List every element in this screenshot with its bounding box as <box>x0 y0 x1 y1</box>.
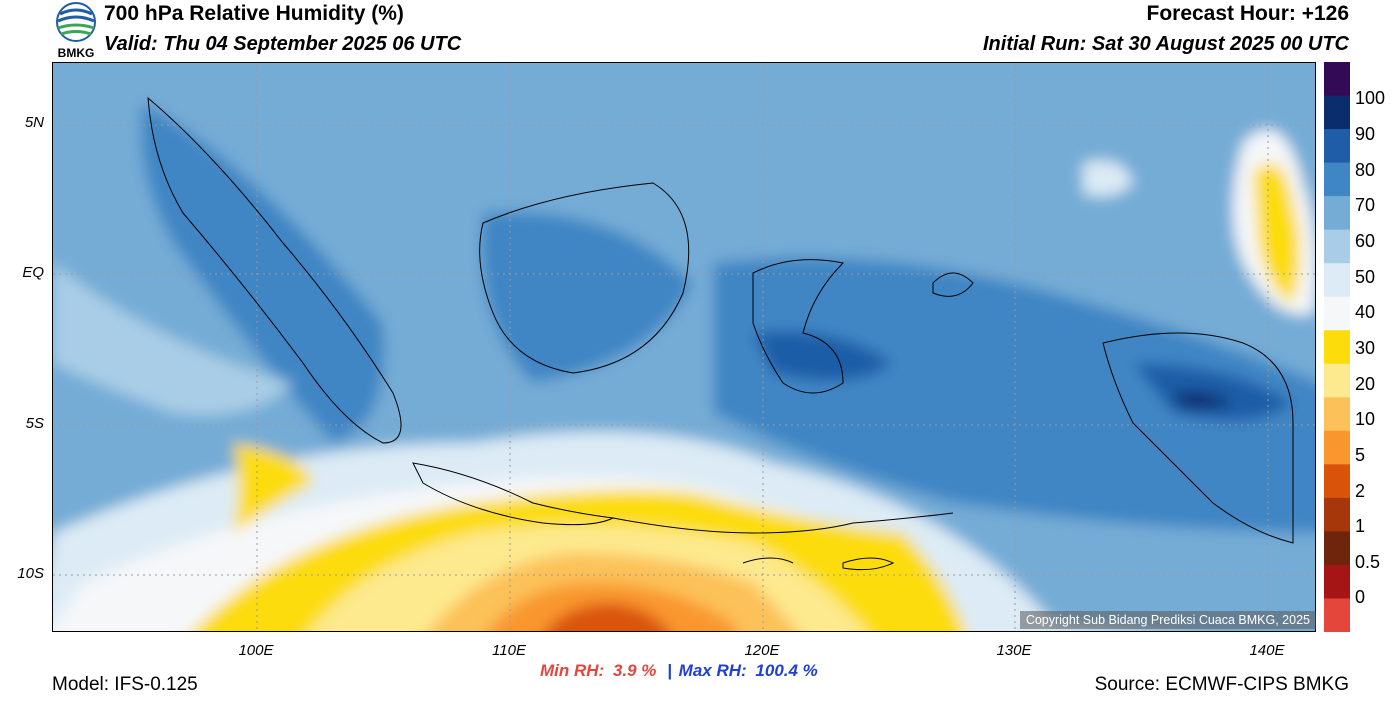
coastlines <box>147 96 1294 571</box>
colorbar-swatch <box>1324 598 1350 633</box>
colorbar-swatch <box>1324 162 1350 197</box>
map-title: 700 hPa Relative Humidity (%) <box>104 2 404 25</box>
colorbar-swatch <box>1324 430 1350 465</box>
max-rh-label: Max RH: <box>678 661 747 680</box>
lon-label: 140E <box>1249 642 1285 659</box>
source-info: Source: ECMWF-CIPS BMKG <box>1094 674 1349 695</box>
copyright-notice: Copyright Sub Bidang Prediksi Cuaca BMKG… <box>1019 611 1316 629</box>
colorbar-swatch <box>1324 62 1350 97</box>
colorbar-label: 30 <box>1355 338 1376 358</box>
lat-label: EQ <box>22 264 44 281</box>
colorbar-swatch <box>1324 95 1350 130</box>
colorbar-label: 70 <box>1355 195 1376 215</box>
model-info: Model: IFS-0.125 <box>52 674 198 695</box>
colorbar-label: 100 <box>1355 88 1386 108</box>
colorbar-label: 50 <box>1355 267 1376 287</box>
colorbar-label: 0.5 <box>1355 552 1381 572</box>
colorbar <box>1324 62 1350 633</box>
colorbar-swatch <box>1324 497 1350 532</box>
lat-label: 5N <box>24 114 44 131</box>
colorbar-label: 20 <box>1355 374 1376 394</box>
colorbar-label: 60 <box>1355 231 1376 251</box>
colorbar-label: 5 <box>1355 445 1366 465</box>
colorbar-label: 40 <box>1355 302 1376 322</box>
min-max-summary: Min RH: 3.9 % | Max RH: 100.4 % <box>540 661 818 681</box>
max-rh-value: 100.4 % <box>755 661 818 680</box>
colorbar-swatch <box>1324 129 1350 164</box>
colorbar-swatch <box>1324 464 1350 499</box>
colorbar-label: 90 <box>1355 124 1376 144</box>
lon-label: 110E <box>492 642 526 659</box>
colorbar-swatch <box>1324 363 1350 398</box>
initial-run: Initial Run: Sat 30 August 2025 00 UTC <box>982 33 1349 55</box>
colorbar-label: 10 <box>1355 409 1376 429</box>
grid-lines <box>53 63 1315 631</box>
forecast-hour: Forecast Hour: +126 <box>1146 2 1350 25</box>
min-rh-label: Min RH: <box>540 661 605 680</box>
colorbar-swatch <box>1324 196 1350 231</box>
colorbar-label: 80 <box>1355 160 1376 180</box>
lon-label: 120E <box>744 642 780 659</box>
colorbar-swatch <box>1324 229 1350 264</box>
colorbar-swatch <box>1324 531 1350 566</box>
bmkg-logo <box>52 2 100 60</box>
colorbar-label: 0 <box>1355 587 1366 607</box>
minmax-separator: | <box>667 661 672 680</box>
colorbar-swatches <box>1324 62 1350 633</box>
logo-text: BMKG <box>57 46 95 60</box>
colorbar-swatch <box>1324 263 1350 298</box>
humidity-field <box>53 63 1315 631</box>
colorbar-swatch <box>1324 397 1350 432</box>
colorbar-swatch <box>1324 330 1350 365</box>
min-rh-value: 3.9 % <box>612 661 657 680</box>
colorbar-label: 2 <box>1355 481 1366 501</box>
valid-time: Valid: Thu 04 September 2025 06 UTC <box>104 33 462 55</box>
lat-label: 5S <box>25 415 44 432</box>
lon-label: 130E <box>996 642 1032 659</box>
colorbar-swatch <box>1324 564 1350 599</box>
colorbar-label: 1 <box>1355 516 1366 536</box>
lat-label: 10S <box>17 565 44 582</box>
lon-label: 100E <box>238 642 274 659</box>
humidity-map <box>52 62 1316 632</box>
colorbar-swatch <box>1324 296 1350 331</box>
